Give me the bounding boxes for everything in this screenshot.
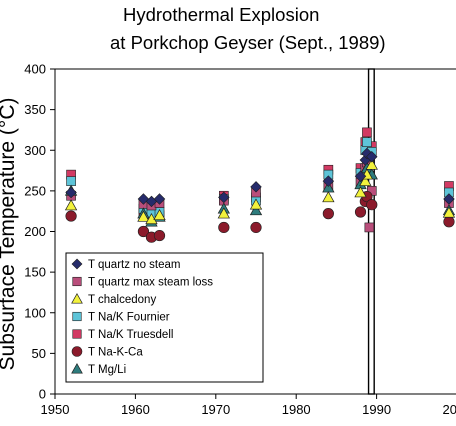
data-point [322, 208, 334, 220]
y-axis-label: Subsurface Temperature (°C) [0, 98, 19, 371]
y-tick-label: 250 [24, 183, 46, 198]
data-point [359, 174, 372, 186]
legend-label: T Na/K Truesdell [88, 329, 173, 341]
data-point [64, 199, 78, 211]
legend-label: T Na-K-Ca [88, 347, 143, 359]
legend-label: T Na/K Fournier [88, 312, 170, 324]
data-point [250, 221, 262, 234]
x-tick-label: 1950 [41, 402, 70, 417]
legend-marker [72, 276, 82, 287]
data-point [153, 229, 166, 242]
data-point [362, 127, 372, 138]
x-tick-label: 1980 [282, 402, 311, 417]
data-point [137, 210, 150, 222]
series-t-chalcedony [64, 158, 456, 225]
data-point [364, 222, 375, 233]
y-tick-label: 400 [24, 62, 46, 77]
data-point [250, 181, 262, 193]
y-tick-label: 200 [24, 224, 46, 239]
series-t-quartz-no-steam [65, 147, 455, 208]
legend-label: T quartz max steam loss [88, 277, 213, 289]
x-tick-label: 1990 [362, 402, 391, 417]
x-tick-label: 1960 [121, 402, 150, 417]
data-point [354, 186, 367, 198]
data-point [354, 206, 367, 218]
legend-marker [72, 329, 82, 339]
y-tick-label: 350 [24, 102, 46, 117]
legend: T quartz no steam T quartz max steam loss… [65, 252, 264, 383]
data-point [153, 193, 166, 205]
legend-marker [72, 311, 82, 322]
y-tick-label: 300 [24, 143, 46, 158]
data-point [249, 204, 263, 216]
data-point [362, 137, 372, 147]
data-point [322, 191, 335, 203]
data-point [65, 186, 77, 199]
data-point [443, 193, 455, 205]
y-tick-label: 50 [32, 346, 46, 361]
data-point [365, 158, 378, 170]
y-tick-label: 100 [24, 305, 46, 320]
data-point [218, 221, 230, 234]
legend-marker [71, 363, 83, 374]
data-point [366, 199, 378, 211]
data-point [217, 207, 230, 219]
data-point [137, 225, 150, 238]
data-point [65, 210, 77, 222]
legend-label: T quartz no steam [88, 259, 180, 271]
chart-title-line-1: Hydrothermal Explosion [123, 4, 319, 25]
data-point [66, 176, 76, 186]
legend-label: T chalcedony [88, 294, 156, 306]
data-point [361, 147, 373, 160]
legend-marker [71, 258, 83, 270]
data-point [443, 216, 455, 228]
legend-label: T Mg/Li [88, 364, 126, 376]
data-point [354, 170, 367, 182]
legend-marker [71, 293, 83, 304]
y-tick-label: 150 [24, 265, 46, 280]
y-tick-label: 0 [39, 387, 46, 402]
data-point [153, 208, 166, 221]
x-tick-label: 1970 [201, 402, 230, 417]
chart-title-line-2: at Porkchop Geyser (Sept., 1989) [110, 32, 386, 53]
data-point [442, 206, 456, 218]
data-point [218, 191, 230, 204]
x-tick-label: 2000 [443, 402, 456, 417]
legend-marker [71, 346, 83, 357]
legend-box [65, 252, 264, 383]
data-point [249, 198, 263, 210]
data-point [322, 175, 335, 187]
series-t-quartz-max-steam-loss [66, 157, 454, 233]
data-point [366, 151, 378, 163]
